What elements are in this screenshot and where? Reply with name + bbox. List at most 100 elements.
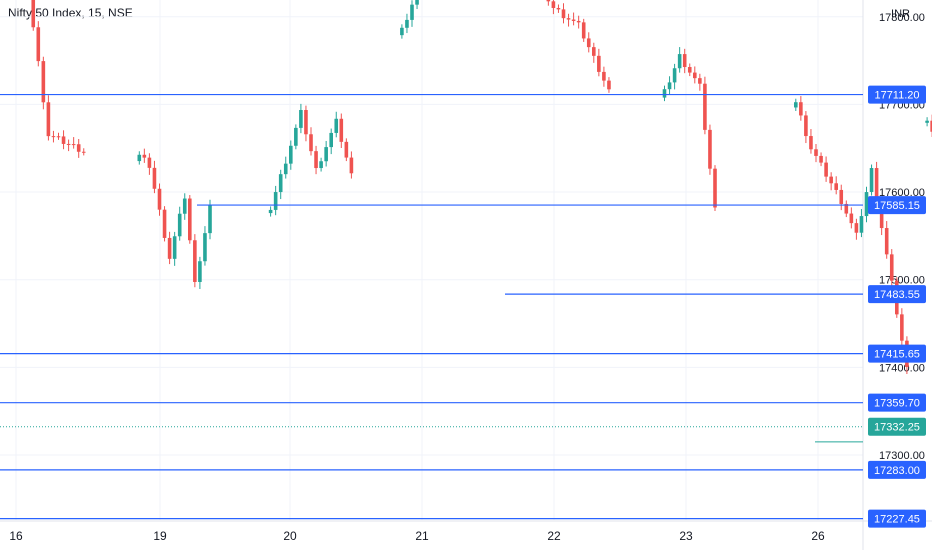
- price-tick-label: 17600.00: [879, 187, 925, 199]
- candle-down: [592, 47, 596, 56]
- time-tick-label: 21: [415, 529, 429, 543]
- candle-down: [930, 120, 932, 132]
- candle-down: [167, 237, 172, 259]
- candle-down: [193, 240, 197, 282]
- candle-down: [814, 149, 818, 156]
- candle-down: [698, 78, 702, 84]
- candle-up: [864, 192, 869, 217]
- candle-down: [51, 136, 56, 138]
- candle-up: [268, 209, 273, 214]
- candle-up: [283, 163, 288, 175]
- last-price-tag: [868, 417, 926, 436]
- time-tick-label: 26: [811, 529, 825, 543]
- currency-label: INR: [891, 8, 910, 20]
- candle-down: [551, 1, 556, 8]
- candle-down: [884, 228, 889, 255]
- candle-down: [602, 71, 606, 81]
- candle-up: [672, 68, 677, 83]
- candle-up: [794, 102, 798, 108]
- candle-up: [319, 161, 323, 169]
- candle-down: [561, 9, 566, 19]
- candle-up: [172, 236, 177, 259]
- candle-down: [900, 314, 904, 341]
- candle-down: [682, 54, 687, 68]
- candle-up: [137, 154, 142, 162]
- level-price-tag-label: 17359.70: [874, 398, 920, 410]
- candle-down: [839, 189, 844, 204]
- level-price-tag-label: 17585.15: [874, 200, 920, 212]
- candle-down: [162, 209, 167, 238]
- candle-down: [693, 72, 697, 79]
- time-tick-label: 20: [283, 529, 297, 543]
- candle-down: [152, 167, 157, 189]
- candle-down: [31, 0, 36, 28]
- candle-up: [294, 127, 298, 146]
- candle-down: [809, 136, 813, 150]
- candle-down: [849, 213, 854, 224]
- candle-up: [662, 89, 667, 98]
- candle-down: [687, 67, 692, 73]
- candle-up: [208, 205, 212, 234]
- time-tick-label: 23: [679, 529, 693, 543]
- candle-down: [703, 83, 707, 130]
- candle-down: [874, 168, 879, 202]
- candle-down: [834, 183, 838, 190]
- candle-down: [566, 18, 571, 20]
- candle-down: [824, 162, 828, 177]
- candle-up: [324, 147, 328, 162]
- level-price-tag: [868, 393, 926, 412]
- candle-down: [188, 198, 192, 241]
- candle-up: [667, 82, 672, 90]
- candle-down: [157, 188, 162, 210]
- candle-down: [339, 118, 344, 142]
- candle-up: [925, 120, 929, 123]
- candle-down: [713, 168, 717, 208]
- candle-up: [334, 118, 339, 133]
- candle-down: [854, 223, 859, 233]
- candle-down: [571, 19, 576, 21]
- candle-down: [708, 129, 712, 169]
- candle-down: [66, 143, 71, 145]
- candle-down: [804, 115, 808, 137]
- candle-down: [546, 0, 551, 2]
- candle-down: [889, 254, 894, 281]
- candle-up: [329, 132, 333, 148]
- candle-down: [147, 157, 152, 168]
- price-tick-label: 17800.00: [879, 12, 925, 24]
- level-price-tag-label: 17483.55: [874, 289, 920, 301]
- candle-down: [41, 61, 46, 103]
- candle-down: [607, 80, 611, 90]
- candle-up: [400, 27, 404, 36]
- level-price-tag: [868, 460, 926, 479]
- level-price-tag: [868, 509, 926, 528]
- time-tick-label: 19: [153, 529, 167, 543]
- candle-up: [273, 192, 278, 210]
- candle-down: [556, 7, 561, 10]
- candle-up: [405, 19, 409, 28]
- candle-down: [597, 55, 601, 72]
- candle-up: [289, 145, 293, 164]
- level-price-tag: [868, 85, 926, 104]
- price-tick-label: 17400.00: [879, 362, 925, 374]
- candle-down: [46, 102, 51, 137]
- candle-up: [415, 0, 419, 5]
- candle-up: [198, 261, 202, 282]
- level-price-tag: [868, 285, 926, 304]
- candle-down: [309, 134, 313, 152]
- candle-down: [586, 38, 591, 48]
- price-tick-label: 17500.00: [879, 275, 925, 287]
- candle-down: [879, 201, 884, 229]
- candle-up: [182, 198, 187, 214]
- candle-down: [349, 157, 354, 174]
- candle-up: [203, 233, 207, 262]
- time-tick-label: 22: [547, 529, 561, 543]
- candle-down: [581, 22, 586, 39]
- candle-down: [36, 27, 41, 62]
- candle-down: [829, 176, 833, 184]
- level-price-tag-label: 17711.20: [874, 90, 919, 102]
- candle-up: [869, 168, 874, 193]
- candle-up: [299, 110, 303, 128]
- candle-up: [410, 4, 414, 20]
